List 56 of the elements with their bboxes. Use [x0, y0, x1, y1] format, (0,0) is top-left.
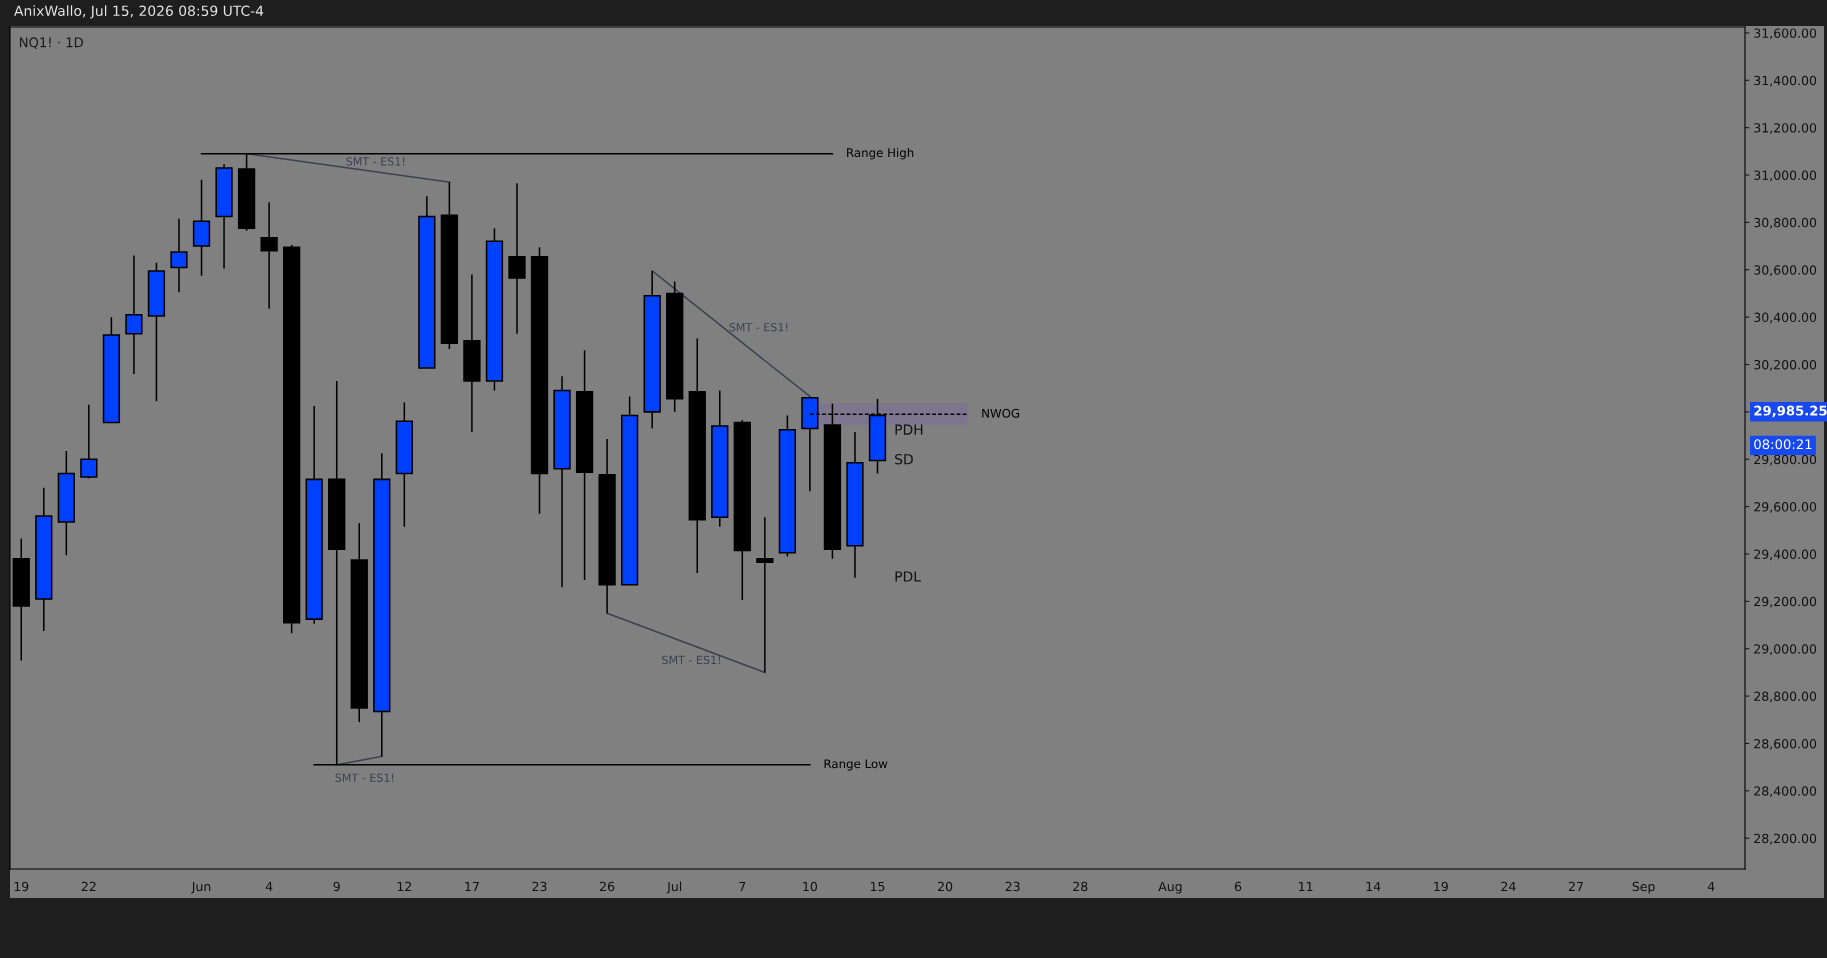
x-tick-label: 11: [1299, 881, 1313, 891]
y-tick-label: 29,400.00: [1754, 549, 1817, 561]
x-tick-label: Jul: [666, 881, 682, 894]
y-tick-label: 28,400.00: [1754, 786, 1817, 798]
x-tick-label: Sep: [1632, 881, 1655, 894]
series-label: SMT - ES1!: [335, 773, 394, 782]
text: 08:00:21: [1754, 439, 1812, 450]
x-tick-label: 28: [1073, 881, 1088, 892]
x-tick-label: 23: [1005, 881, 1020, 892]
y-tick-label: 31,400.00: [1754, 75, 1817, 87]
x-tick-label: 22: [81, 881, 96, 891]
x-tick-label: Jun: [191, 881, 211, 894]
series-label: NWOG: [982, 408, 1020, 418]
y-tick-label: 31,600.00: [1754, 28, 1817, 40]
x-tick-label: Aug: [1158, 881, 1182, 894]
x-tick-label: 27: [1568, 881, 1583, 891]
x-tick-label: 17: [465, 881, 479, 891]
y-tick-label: 28,800.00: [1754, 691, 1817, 703]
x-tick-label: 9: [333, 881, 340, 892]
x-tick-label: 20: [938, 881, 953, 892]
x-tick-label: 26: [600, 881, 615, 892]
y-tick-label: 28,600.00: [1754, 738, 1817, 750]
y-tick-label: 30,800.00: [1754, 217, 1817, 229]
series-label: Range Low: [824, 759, 888, 771]
text: 29,985.25: [1754, 405, 1827, 418]
y-tick-label: 30,600.00: [1754, 265, 1817, 276]
y-tick-label: 30,200.00: [1754, 359, 1817, 371]
y-tick-label: 31,000.00: [1754, 170, 1817, 182]
y-tick-label: 29,200.00: [1754, 596, 1817, 608]
x-tick-label: 10: [803, 881, 818, 892]
series-label: SMT - ES1!: [729, 322, 788, 332]
chart-title: AnixWallo, Jul 15, 2026 08:59 UTC-4: [14, 5, 264, 19]
x-tick-label: 19: [1434, 881, 1448, 892]
series-label: Range High: [847, 148, 914, 160]
x-tick-label: 15: [870, 881, 885, 892]
y-tick-label: 28,200.00: [1754, 833, 1817, 845]
x-tick-label: 7: [739, 881, 746, 891]
series-label: SMT - ES1!: [346, 157, 405, 166]
y-tick-label: 31,200.00: [1754, 123, 1817, 134]
y-tick-label: 29,800.00: [1754, 454, 1817, 466]
y-tick-label: 29,000.00: [1754, 644, 1817, 655]
x-tick-label: 4: [1707, 881, 1715, 891]
annotation: PDH: [895, 424, 923, 435]
x-tick-label: 14: [1366, 881, 1381, 891]
x-tick-label: 23: [532, 881, 547, 892]
annotation: SD: [895, 453, 913, 465]
x-tick-label: 6: [1234, 881, 1242, 892]
x-tick-label: 4: [265, 881, 273, 891]
y-tick-label: 30,400.00: [1754, 312, 1817, 324]
x-tick-label: 19: [14, 881, 29, 892]
y-tick-label: 29,600.00: [1754, 502, 1817, 513]
series-label: SMT - ES1!: [662, 655, 720, 665]
x-tick-label: 24: [1501, 881, 1516, 891]
x-tick-label: 12: [397, 881, 412, 891]
text: NQ1! · 1D: [19, 37, 83, 49]
annotation: PDL: [895, 571, 921, 582]
